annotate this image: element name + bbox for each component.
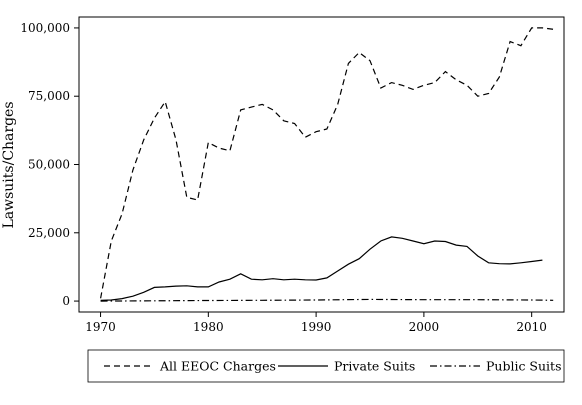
series-line-2 — [100, 236, 543, 301]
x-tick-label: 1990 — [301, 320, 332, 334]
series-line-1 — [100, 27, 554, 299]
y-tick-label: 0 — [62, 294, 70, 308]
y-axis-title: Lawsuits/Charges — [1, 101, 17, 228]
x-tick-label: 1970 — [85, 320, 116, 334]
x-tick-label: 1980 — [193, 320, 224, 334]
series-line-3 — [100, 298, 554, 302]
legend-label-3: Public Suits — [486, 359, 561, 374]
legend-box — [87, 349, 565, 383]
y-tick-label: 50,000 — [28, 158, 70, 172]
plot-area — [78, 16, 565, 313]
legend-label-1: All EEOC Charges — [159, 359, 276, 374]
x-tick-label: 2000 — [409, 320, 440, 334]
x-tick-label: 2010 — [516, 320, 547, 334]
y-tick-label: 25,000 — [28, 226, 70, 240]
y-tick-label: 75,000 — [28, 89, 70, 103]
y-tick-label: 100,000 — [20, 21, 70, 35]
legend-label-2: Private Suits — [334, 359, 415, 374]
